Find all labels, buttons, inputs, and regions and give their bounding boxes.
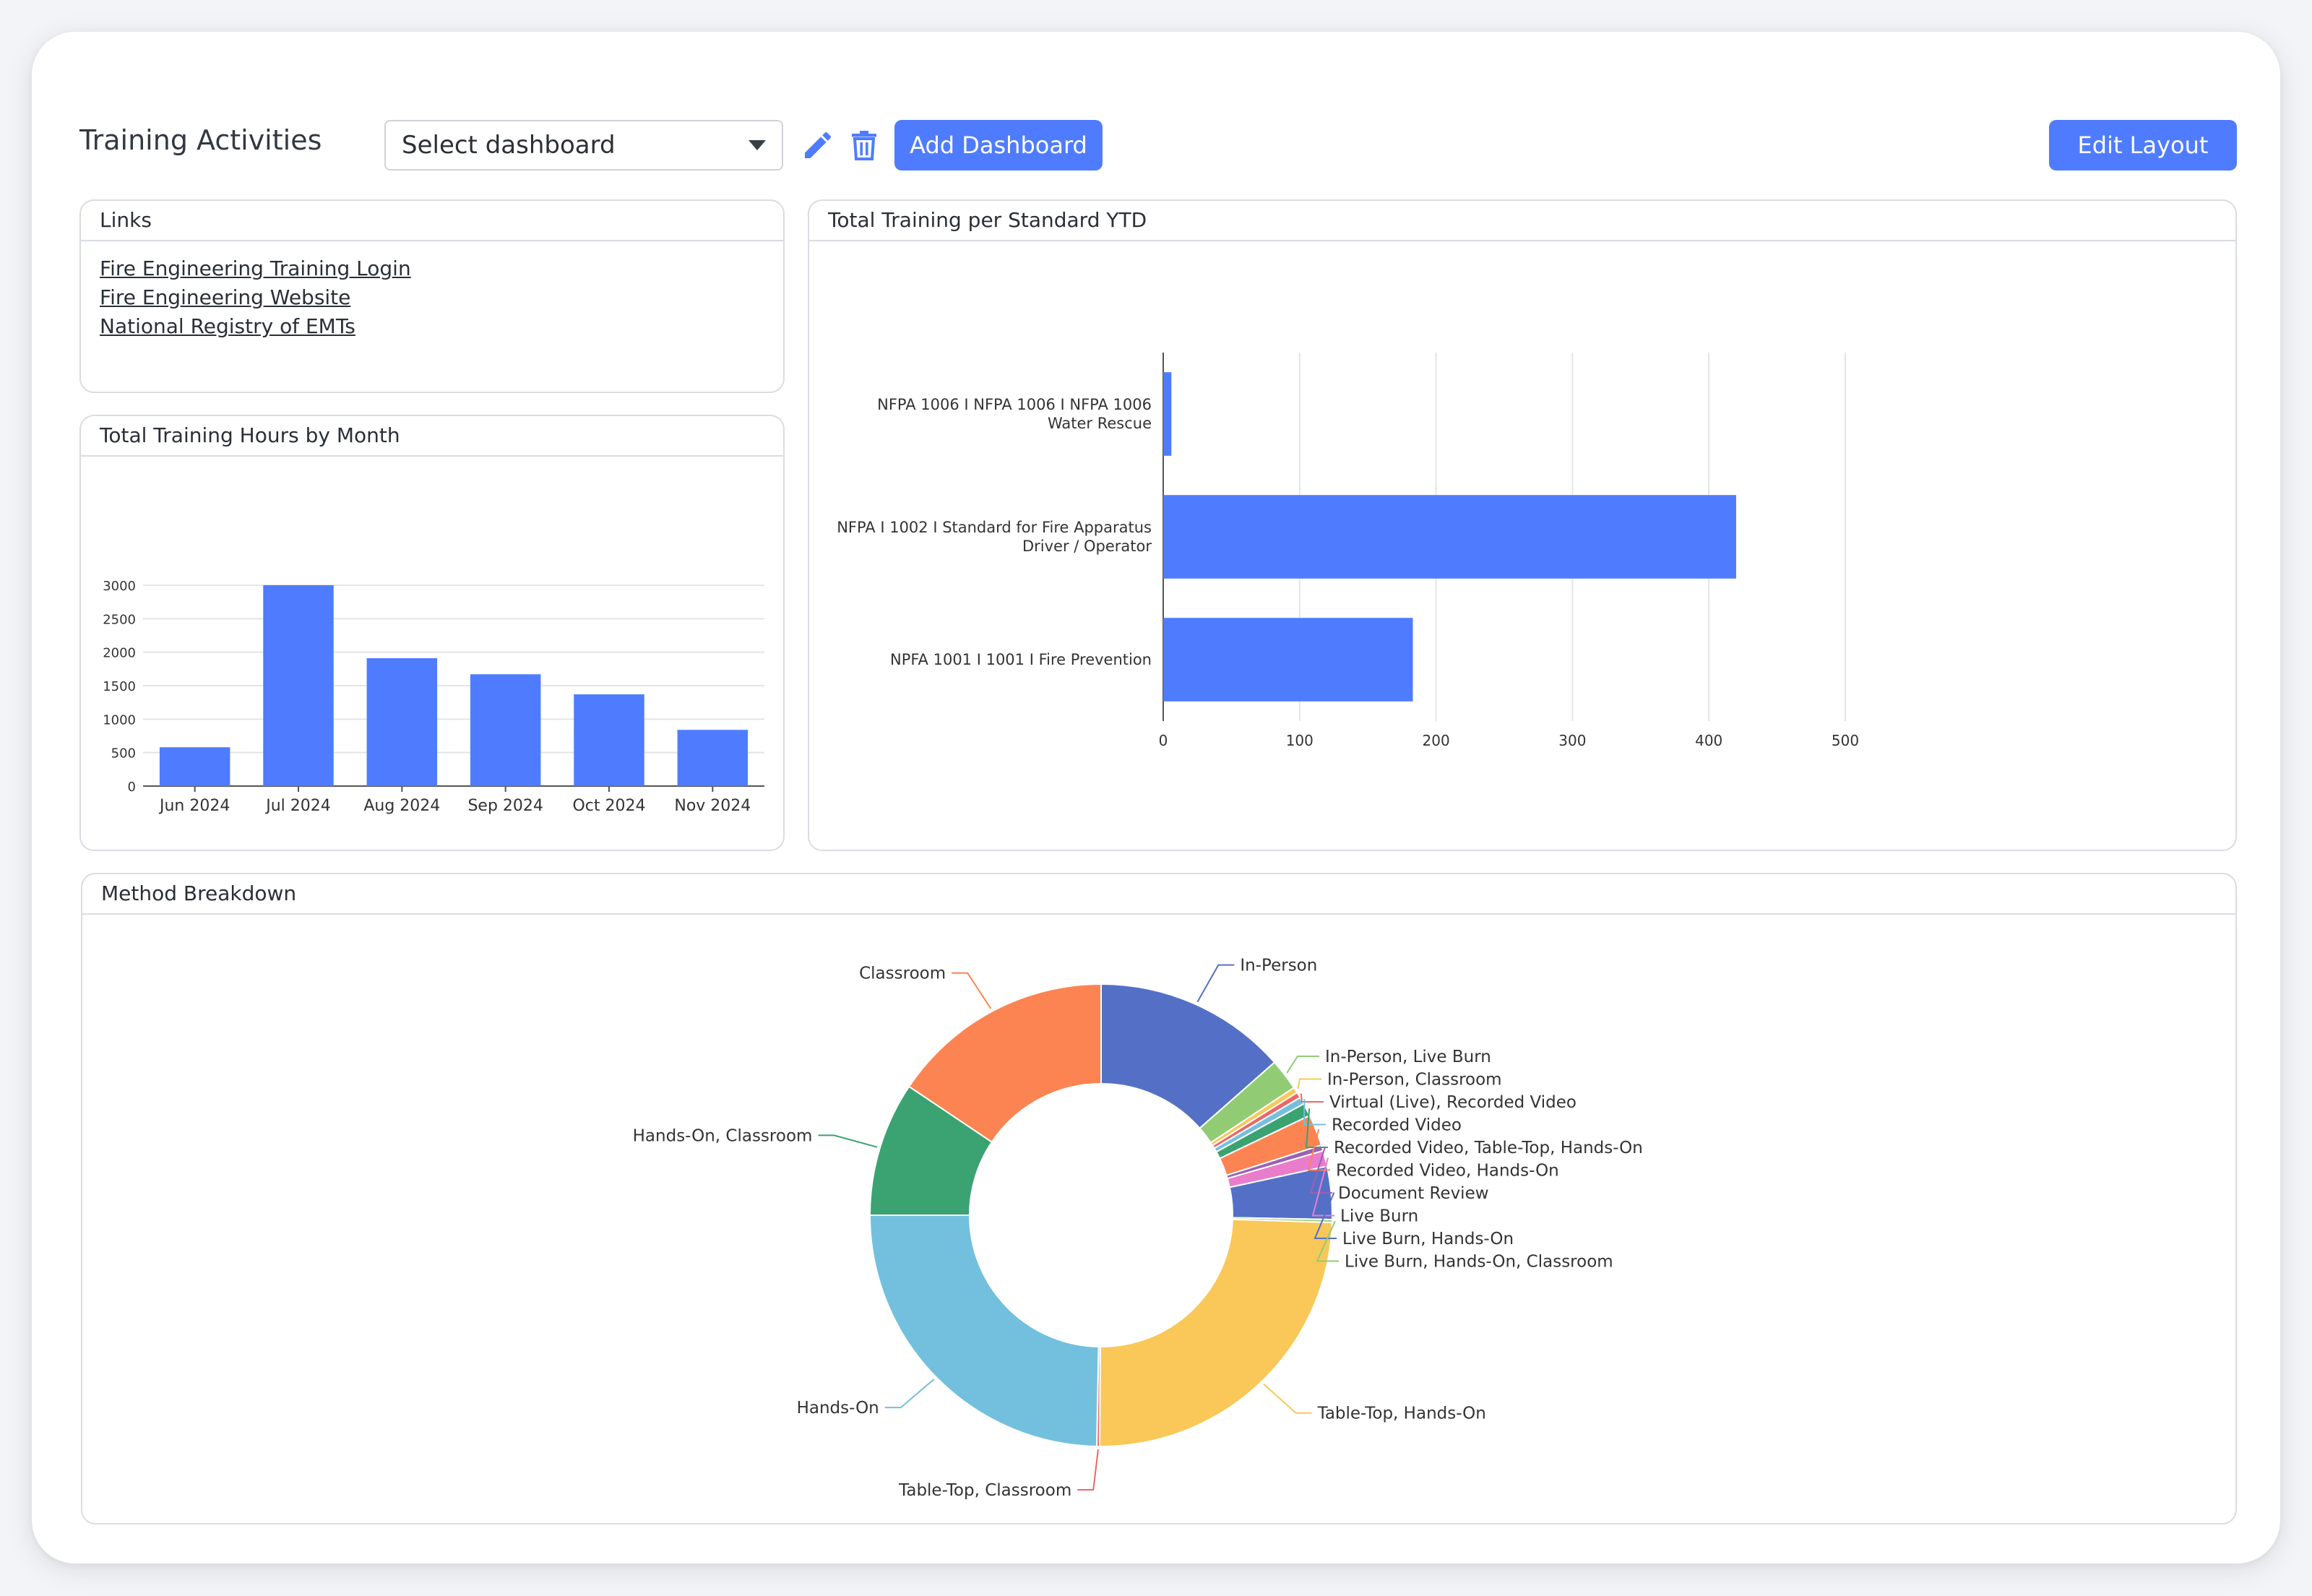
add-dashboard-button[interactable]: Add Dashboard	[894, 120, 1103, 171]
x-tick-label: 400	[1695, 732, 1722, 749]
slice-label: Table-Top, Hands-On	[1317, 1405, 1486, 1423]
link-fire-engineering-website[interactable]: Fire Engineering Website	[100, 285, 351, 309]
x-tick-label: Jun 2024	[158, 797, 230, 815]
link-fire-engineering-training-login[interactable]: Fire Engineering Training Login	[100, 256, 411, 280]
label-leader-line	[884, 1379, 935, 1409]
links-panel-title: Links	[81, 201, 783, 241]
x-tick-label: 300	[1558, 732, 1586, 749]
method-breakdown-panel-title: Method Breakdown	[82, 874, 2235, 915]
bar	[1163, 618, 1413, 702]
label-leader-line	[1307, 1129, 1330, 1171]
bar	[159, 747, 230, 786]
label-leader-line	[1297, 1078, 1321, 1089]
x-tick-label: Sep 2024	[467, 797, 543, 815]
slice-label: Live Burn	[1340, 1207, 1418, 1226]
slice-label: In-Person, Live Burn	[1325, 1048, 1491, 1066]
slice-label: Document Review	[1338, 1184, 1489, 1203]
slice-label: Classroom	[859, 965, 946, 983]
bar	[1163, 372, 1172, 456]
y-tick-label: NFPA 1006 I NFPA 1006 I NFPA 1006 Water R…	[877, 396, 1152, 432]
monthly-hours-chart: 0 500 1000 1500 2000 2500 3000 Jun 2024 Jul 2024…	[103, 579, 764, 815]
label-leader-line	[1286, 1056, 1319, 1074]
x-tick-label: Aug 2024	[363, 797, 440, 815]
label-leader-line	[1305, 1108, 1328, 1148]
label-leader-line	[1311, 1157, 1334, 1217]
slice-label: In-Person	[1240, 957, 1317, 975]
label-leader-line	[952, 972, 992, 1009]
pie-slice	[1098, 1218, 1333, 1447]
y-tick-label: 500	[111, 746, 136, 762]
standards-panel-title: Total Training per Standard YTD	[809, 201, 2235, 241]
method-breakdown-chart: In-Person In-Person, Live Burn In-Person, …	[633, 957, 1643, 1500]
label-leader-line	[1263, 1383, 1312, 1414]
label-leader-line	[818, 1134, 878, 1148]
links-panel: Links Fire Engineering Training Login Fi…	[79, 199, 785, 393]
standards-chart: 0 100 200 300 400 500 NFPA 1006 I NFPA 1006 I …	[837, 353, 1859, 749]
bar	[263, 585, 334, 786]
bar	[1163, 495, 1736, 579]
pie-slice	[907, 983, 1102, 1144]
x-tick-label: 100	[1286, 732, 1314, 749]
slice-label: Recorded Video	[1332, 1116, 1462, 1135]
dashboard-select[interactable]: Select dashboard	[384, 120, 783, 171]
edit-layout-button[interactable]: Edit Layout	[2049, 120, 2237, 171]
slice-label: In-Person, Classroom	[1327, 1071, 1502, 1090]
x-tick-label: Jul 2024	[264, 797, 331, 815]
x-tick-label: 0	[1159, 732, 1168, 749]
page-title: Training Activities	[79, 124, 322, 156]
dashboard-select-value: Select dashboard	[402, 131, 616, 160]
label-leader-line	[1077, 1449, 1099, 1491]
slice-label: Live Burn, Hands-On, Classroom	[1345, 1253, 1613, 1272]
x-tick-label: Nov 2024	[674, 797, 751, 815]
x-tick-label: 500	[1832, 732, 1859, 749]
y-tick-label: 1500	[103, 679, 136, 694]
y-tick-label: NPFA 1001 I 1001 I Fire Prevention	[890, 651, 1152, 668]
pie-slice	[868, 1215, 1100, 1447]
label-leader-line	[1316, 1220, 1339, 1262]
link-national-registry-of-emts[interactable]: National Registry of EMTs	[100, 314, 355, 338]
trash-icon[interactable]	[847, 127, 881, 163]
y-tick-label: 2000	[103, 646, 136, 661]
label-leader-line	[1303, 1099, 1326, 1126]
monthly-hours-panel-title: Total Training Hours by Month	[81, 416, 783, 457]
y-tick-label: 2500	[103, 612, 136, 627]
bar	[677, 730, 749, 786]
slice-label: Recorded Video, Hands-On	[1336, 1162, 1559, 1181]
x-tick-label: Oct 2024	[572, 797, 645, 815]
pie-slice	[1100, 983, 1276, 1130]
slice-label: Recorded Video, Table-Top, Hands-On	[1334, 1139, 1643, 1157]
monthly-hours-panel: Total Training Hours by Month 0 500 1000 15…	[79, 415, 785, 851]
pencil-icon[interactable]	[801, 127, 835, 163]
slice-label: Hands-On	[797, 1399, 879, 1418]
bar	[470, 674, 541, 786]
y-tick-label: 3000	[103, 579, 136, 594]
label-leader-line	[1314, 1192, 1337, 1239]
label-leader-line	[1196, 964, 1235, 1003]
chevron-down-icon	[749, 140, 766, 150]
slice-label: Table-Top, Classroom	[898, 1481, 1071, 1500]
y-tick-label: NFPA I 1002 I Standard for Fire Apparatu…	[837, 519, 1152, 555]
bar	[366, 658, 438, 786]
slice-label: Hands-On, Classroom	[633, 1126, 813, 1145]
label-leader-line	[1300, 1093, 1324, 1103]
slice-label: Live Burn, Hands-On	[1342, 1230, 1514, 1248]
x-tick-label: 200	[1423, 732, 1450, 749]
label-leader-line	[1309, 1147, 1332, 1194]
slice-label: Virtual (Live), Recorded Video	[1329, 1093, 1576, 1112]
y-tick-label: 0	[128, 780, 136, 795]
bar	[574, 694, 644, 786]
standards-panel: Total Training per Standard YTD 0 100 200 3…	[808, 199, 2237, 851]
y-tick-label: 1000	[103, 712, 136, 728]
method-breakdown-panel: Method Breakdown In-Person In-Person, Liv…	[81, 873, 2237, 1524]
